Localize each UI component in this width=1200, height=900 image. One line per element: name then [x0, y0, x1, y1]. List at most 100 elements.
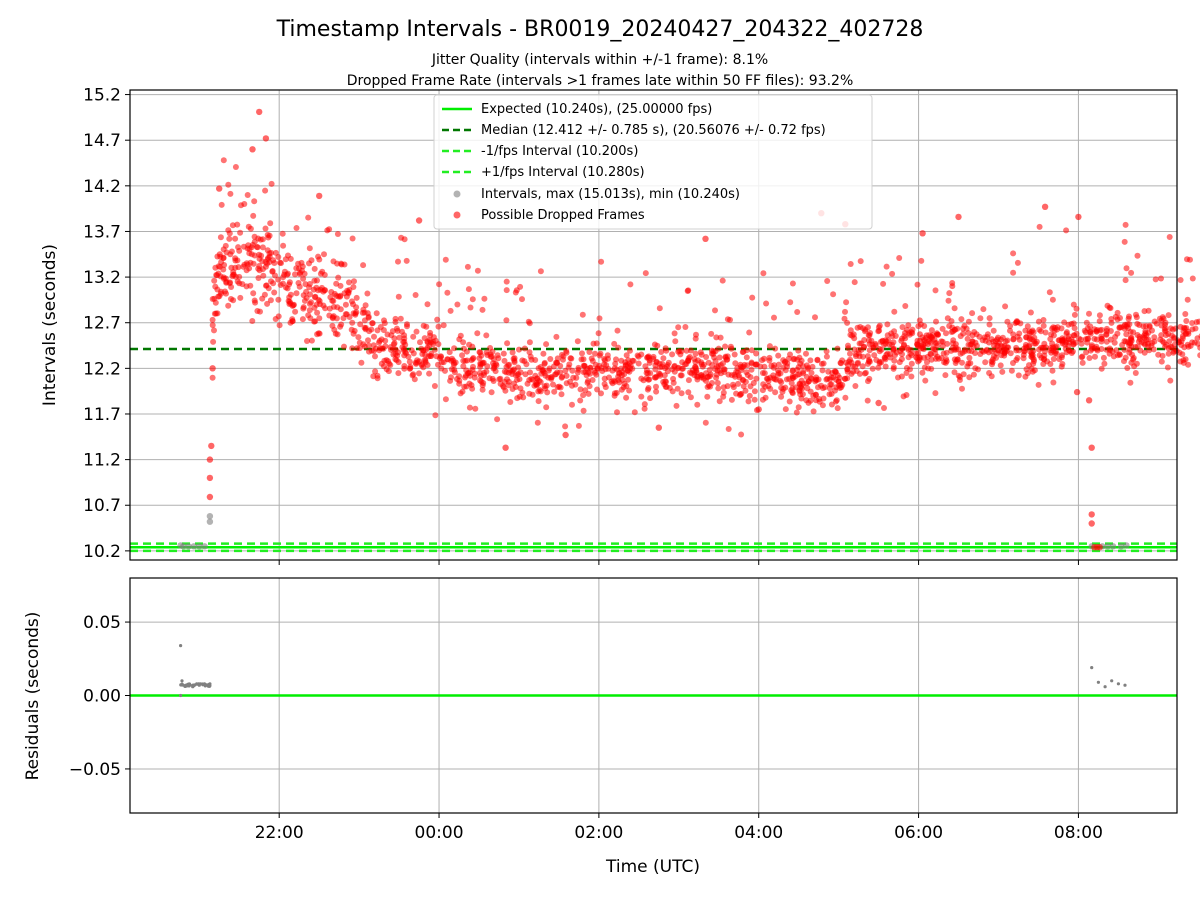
dropped-frame-point: [743, 369, 750, 376]
dropped-frame-point: [450, 361, 457, 368]
dropped-frame-point: [251, 297, 258, 304]
dropped-frame-point: [370, 347, 377, 354]
dropped-frame-point: [326, 312, 333, 319]
legend-label-intervals: Intervals, max (15.013s), min (10.240s): [481, 187, 740, 202]
dropped-frame-point: [1158, 358, 1165, 365]
dropped-frame-point: [329, 322, 336, 329]
dropped-frame-point: [720, 384, 727, 391]
dropped-frame-point: [1073, 305, 1080, 312]
bottom-y-axis-label: Residuals (seconds): [23, 612, 43, 781]
dropped-frame-point: [1103, 331, 1110, 338]
dropped-frame-point: [800, 363, 806, 370]
dropped-frame-point: [1171, 334, 1177, 341]
dropped-frame-point: [787, 299, 794, 306]
dropped-frame-point: [932, 390, 939, 397]
dropped-frame-point: [333, 280, 340, 287]
dropped-frame-point: [1126, 321, 1133, 328]
dropped-frame-point: [914, 337, 921, 344]
dropped-frame-point: [306, 307, 313, 314]
dropped-frame-point: [554, 384, 561, 391]
residual-point: [179, 693, 183, 698]
dropped-frame-point: [377, 345, 384, 352]
dropped-frame-point: [842, 375, 849, 382]
interval-point: [180, 543, 187, 550]
dropped-frame-point: [479, 386, 486, 393]
dropped-frame-point: [349, 298, 355, 305]
chart-title: Timestamp Intervals - BR0019_20240427_20…: [276, 17, 924, 42]
dropped-frame-point: [210, 338, 217, 345]
dropped-frame-point: [1182, 356, 1189, 363]
dropped-frame-point: [217, 234, 224, 241]
dropped-frame-point: [1002, 303, 1009, 310]
dropped-frame-point: [728, 396, 735, 403]
dropped-frame-point: [942, 372, 949, 379]
dropped-frame-point: [782, 406, 789, 413]
dropped-frame-point: [451, 366, 458, 373]
dropped-frame-point: [553, 333, 560, 340]
dropped-frame-point: [209, 374, 216, 381]
dropped-frame-point: [662, 378, 669, 385]
dropped-frame-point: [842, 308, 848, 315]
dropped-frame-point: [311, 277, 318, 284]
dropped-frame-point: [883, 263, 890, 270]
dropped-frame-point: [1038, 354, 1045, 361]
dropped-frame-point: [1128, 359, 1135, 366]
dropped-frame-point: [465, 286, 472, 293]
dropped-frame-point: [1177, 323, 1184, 330]
dropped-frame-point: [692, 359, 699, 365]
dropped-frame-point: [796, 380, 803, 387]
dropped-frame-point: [267, 297, 274, 304]
dropped-frame-point: [1124, 365, 1131, 371]
dropped-frame-point: [958, 316, 965, 323]
dropped-frame-point: [1036, 223, 1043, 230]
dropped-frame-point: [554, 369, 561, 376]
dropped-frame-point: [714, 380, 721, 386]
dropped-frame-point: [1024, 323, 1031, 330]
top-y-axis-ticks: 10.2 10.7 11.2 11.7 12.2 12.7 13.2 13.7 14.2 14.7…: [83, 86, 130, 562]
dropped-frame-point: [392, 356, 399, 363]
dropped-frame-point: [209, 365, 216, 372]
dropped-frame-point: [716, 398, 723, 405]
dropped-frame-point: [1158, 275, 1164, 282]
dropped-frame-point: [827, 376, 833, 383]
dropped-frame-point: [719, 277, 726, 284]
dropped-frame-point: [1071, 311, 1078, 318]
dropped-frame-point: [788, 380, 795, 387]
dropped-frame-point: [1165, 350, 1172, 357]
dropped-frame-point: [1189, 320, 1196, 326]
dropped-frame-point: [1165, 312, 1172, 319]
dropped-frame-point: [286, 294, 293, 301]
dropped-frame-point: [527, 353, 534, 360]
dropped-frame-point: [314, 309, 321, 316]
dropped-frame-point: [349, 319, 356, 326]
dropped-frame-point: [916, 317, 923, 324]
dropped-frame-point: [1059, 361, 1066, 367]
dropped-frame-point: [432, 412, 439, 419]
residual-point: [192, 684, 196, 688]
dropped-frame-point: [1086, 310, 1092, 317]
dropped-frame-point: [890, 346, 897, 353]
dropped-frame-point: [712, 307, 718, 314]
dropped-frame-point: [401, 338, 408, 345]
dropped-frame-point: [254, 244, 261, 251]
dropped-frame-point: [424, 362, 431, 368]
dropped-frame-point: [558, 391, 565, 398]
dropped-frame-point: [341, 261, 348, 268]
dropped-frame-point: [589, 377, 596, 383]
dropped-frame-point: [489, 375, 496, 382]
dropped-frame-point: [955, 213, 962, 221]
dropped-frame-point: [878, 346, 885, 353]
dropped-frame-point: [748, 366, 755, 373]
dropped-frame-point: [921, 364, 928, 371]
dropped-frame-point: [851, 346, 858, 353]
dropped-frame-point: [618, 357, 625, 364]
dropped-frame-point: [446, 349, 453, 356]
dropped-frame-point: [813, 377, 820, 384]
dropped-frame-point: [778, 384, 785, 391]
dropped-frame-point: [882, 356, 889, 363]
dropped-frame-point: [349, 345, 356, 352]
dropped-frame-point: [638, 351, 645, 358]
bottom-panel-points: [179, 644, 1127, 698]
dropped-frame-point: [969, 338, 976, 345]
dropped-frame-point: [311, 304, 318, 311]
